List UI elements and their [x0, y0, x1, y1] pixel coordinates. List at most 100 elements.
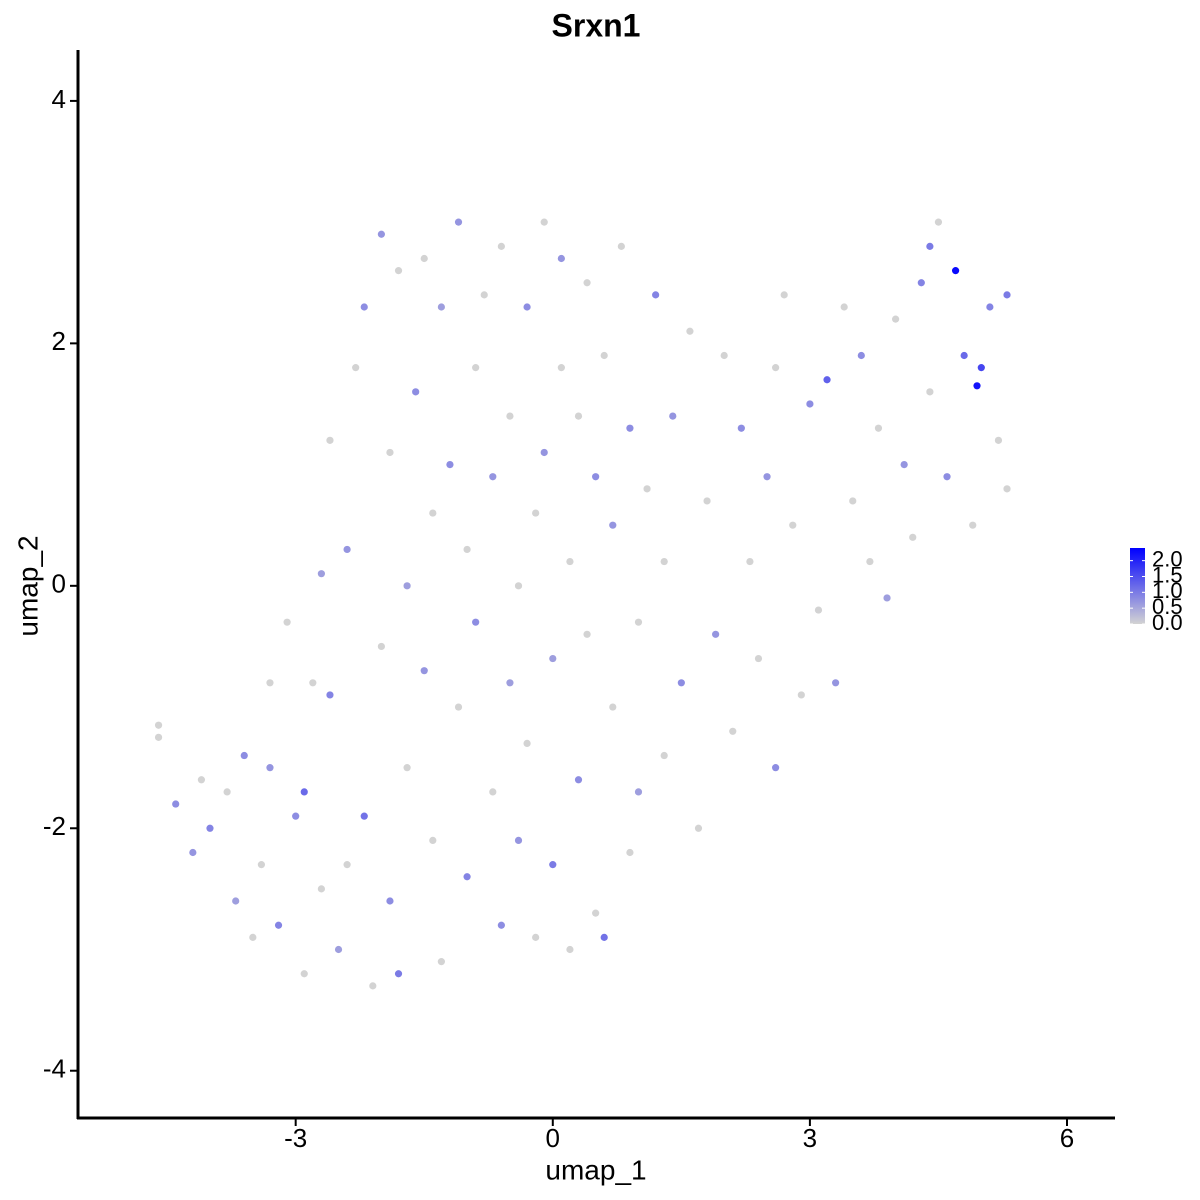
point — [257, 861, 266, 869]
y-tick-label: -2 — [43, 811, 66, 841]
point — [283, 618, 291, 626]
point — [343, 861, 351, 869]
point — [523, 303, 531, 311]
point — [686, 327, 694, 335]
point — [823, 376, 831, 384]
point — [754, 654, 763, 663]
point — [866, 557, 874, 566]
point — [609, 521, 617, 529]
point — [326, 436, 334, 444]
point — [377, 642, 385, 651]
point — [540, 448, 548, 457]
point — [489, 788, 497, 796]
point — [360, 812, 368, 820]
point — [797, 691, 805, 699]
point — [386, 897, 394, 905]
point — [634, 618, 643, 626]
colorbar-label: 1.5 — [1152, 562, 1183, 587]
point — [300, 970, 308, 978]
colorbar-label: 0.0 — [1152, 610, 1183, 635]
point — [523, 739, 531, 748]
point — [660, 557, 668, 566]
point — [274, 921, 283, 929]
point — [480, 291, 488, 299]
point — [626, 424, 634, 432]
point — [437, 303, 445, 311]
chart-title: Srxn1 — [552, 7, 641, 43]
point — [266, 764, 274, 772]
point — [973, 382, 981, 390]
point — [977, 364, 985, 372]
point — [986, 303, 994, 311]
point — [292, 812, 300, 820]
point — [609, 703, 617, 711]
point — [917, 279, 925, 287]
point — [874, 424, 883, 432]
point — [489, 473, 497, 481]
point — [369, 982, 377, 990]
point — [694, 824, 703, 832]
point — [497, 242, 505, 250]
point — [532, 509, 540, 517]
point — [429, 509, 437, 517]
point — [154, 733, 163, 741]
x-tick-label: 3 — [803, 1123, 817, 1153]
point — [892, 315, 900, 323]
point — [454, 703, 463, 711]
point — [514, 836, 523, 844]
point — [249, 933, 257, 941]
point — [857, 351, 865, 360]
point — [472, 618, 480, 626]
point — [463, 545, 471, 554]
point — [514, 582, 523, 590]
point — [592, 473, 600, 481]
point — [566, 557, 574, 566]
point — [832, 679, 840, 687]
y-tick-label: -4 — [43, 1054, 66, 1084]
point — [463, 873, 471, 881]
point — [600, 351, 608, 360]
point — [386, 448, 394, 457]
point — [360, 303, 368, 311]
point — [223, 788, 231, 796]
point — [712, 630, 720, 638]
point — [197, 776, 206, 784]
point — [454, 218, 463, 226]
point — [300, 788, 308, 796]
point — [849, 497, 857, 505]
point — [557, 254, 565, 263]
point — [326, 691, 334, 699]
colorbar — [1130, 548, 1145, 624]
point — [1003, 291, 1011, 299]
point — [720, 351, 728, 360]
point — [900, 460, 908, 469]
y-tick-label: 0 — [52, 569, 66, 599]
point — [960, 351, 968, 360]
point — [626, 848, 634, 857]
x-axis-title: umap_1 — [545, 1154, 646, 1185]
point — [532, 933, 540, 941]
point — [583, 630, 591, 638]
point — [232, 897, 240, 905]
point — [574, 412, 583, 420]
point — [437, 958, 445, 966]
point — [352, 364, 360, 372]
point — [729, 727, 737, 735]
point — [994, 436, 1003, 444]
point — [677, 679, 685, 687]
point — [309, 679, 317, 687]
point — [926, 388, 934, 396]
point — [652, 291, 660, 299]
point — [420, 254, 428, 263]
colorbar-label: 2.0 — [1152, 546, 1183, 571]
point — [317, 885, 325, 893]
point — [403, 764, 411, 772]
point — [926, 242, 934, 250]
point — [617, 242, 625, 250]
point — [780, 291, 788, 299]
point — [969, 521, 977, 529]
point — [883, 594, 891, 602]
point — [763, 473, 771, 481]
point — [446, 460, 454, 469]
